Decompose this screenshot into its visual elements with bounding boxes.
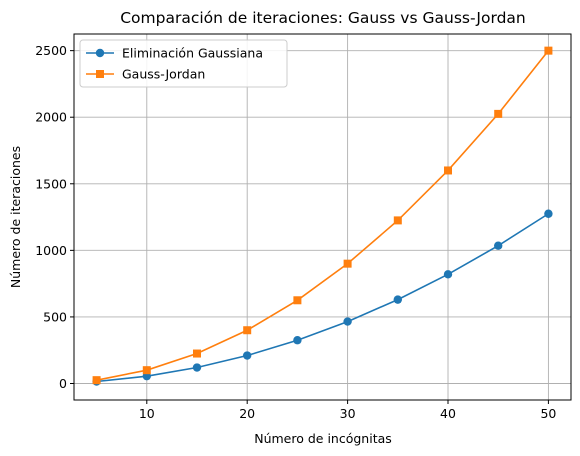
- series-1: [92, 209, 553, 386]
- data-point: [544, 209, 553, 218]
- x-tick-label: 30: [340, 406, 356, 421]
- x-tick-label: 50: [540, 406, 556, 421]
- legend-entry: Eliminación Gaussiana: [86, 46, 263, 61]
- data-point: [393, 295, 403, 304]
- legend-swatch-marker: [96, 70, 104, 78]
- data-point: [343, 259, 352, 268]
- data-point: [192, 349, 201, 358]
- y-axis-label: Número de iteraciones: [8, 146, 23, 288]
- y-tick-label: 1500: [35, 176, 67, 191]
- data-point: [443, 270, 453, 279]
- legend-label: Eliminación Gaussiana: [122, 46, 263, 61]
- y-tick-label: 0: [59, 376, 67, 391]
- data-point: [242, 351, 252, 360]
- x-tick-label: 10: [139, 406, 155, 421]
- legend-swatch-marker: [95, 48, 105, 58]
- plot-frame: [73, 33, 572, 401]
- data-point: [293, 336, 302, 345]
- data-point: [494, 109, 503, 118]
- y-tick-label: 2000: [35, 110, 67, 125]
- legend-entry: Gauss-Jordan: [86, 67, 205, 82]
- chart-title: Comparación de iteraciones: Gauss vs Gau…: [120, 9, 526, 27]
- data-point: [92, 376, 101, 385]
- data-point: [192, 363, 202, 372]
- data-point: [142, 366, 151, 375]
- y-tick-label: 2500: [35, 43, 67, 58]
- series-2: [92, 46, 553, 385]
- y-tick-label: 1000: [35, 243, 67, 258]
- data-point: [444, 166, 453, 175]
- series-layer: [92, 46, 553, 386]
- series-line: [96, 213, 549, 383]
- series-line: [96, 50, 550, 381]
- x-tick-label: 20: [239, 406, 255, 421]
- legend: Eliminación Gaussiana Gauss-Jordan: [79, 39, 288, 88]
- grid: [74, 34, 571, 400]
- data-point: [494, 241, 503, 250]
- data-point: [544, 46, 553, 55]
- data-point: [243, 326, 252, 335]
- x-axis-label: Número de incógnitas: [254, 431, 392, 446]
- data-point: [393, 216, 402, 225]
- x-tick-label: 40: [440, 406, 456, 421]
- legend-label: Gauss-Jordan: [122, 67, 205, 82]
- legend-box: [79, 39, 288, 88]
- y-tick-label: 500: [43, 309, 67, 324]
- data-point: [293, 296, 302, 305]
- data-point: [343, 317, 352, 326]
